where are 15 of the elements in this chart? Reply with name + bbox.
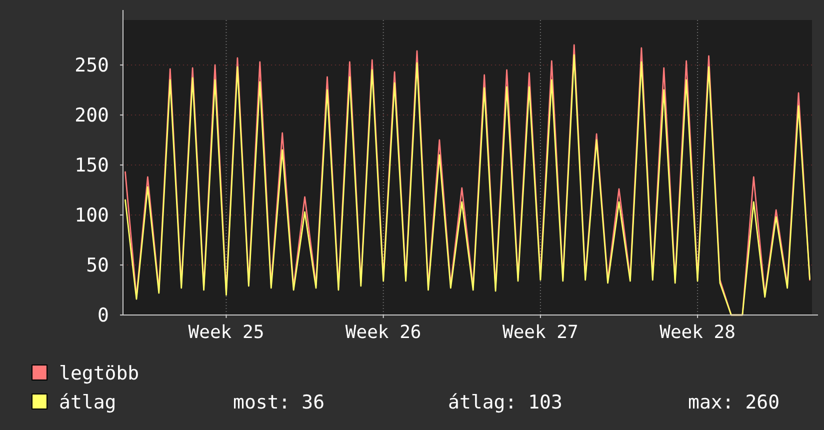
y-tick-label: 250 <box>74 54 109 77</box>
text: átlag: 103 <box>448 392 562 414</box>
legend-label: átlag <box>59 392 116 414</box>
y-tick-label: 50 <box>86 254 109 277</box>
text: max: 260 <box>688 392 780 414</box>
legend-label: legtöbb <box>59 362 140 385</box>
x-tick-label: Week 27 <box>502 322 578 343</box>
y-tick-label: 0 <box>98 304 109 327</box>
x-tick-label: Week 25 <box>188 322 264 343</box>
x-tick-label: Week 28 <box>660 322 736 343</box>
y-tick-label: 150 <box>74 154 109 177</box>
x-tick-label: Week 26 <box>345 322 422 343</box>
y-tick-label: 100 <box>74 204 109 227</box>
y-tick-label: 200 <box>74 104 109 127</box>
text: most: 36 <box>233 392 325 414</box>
